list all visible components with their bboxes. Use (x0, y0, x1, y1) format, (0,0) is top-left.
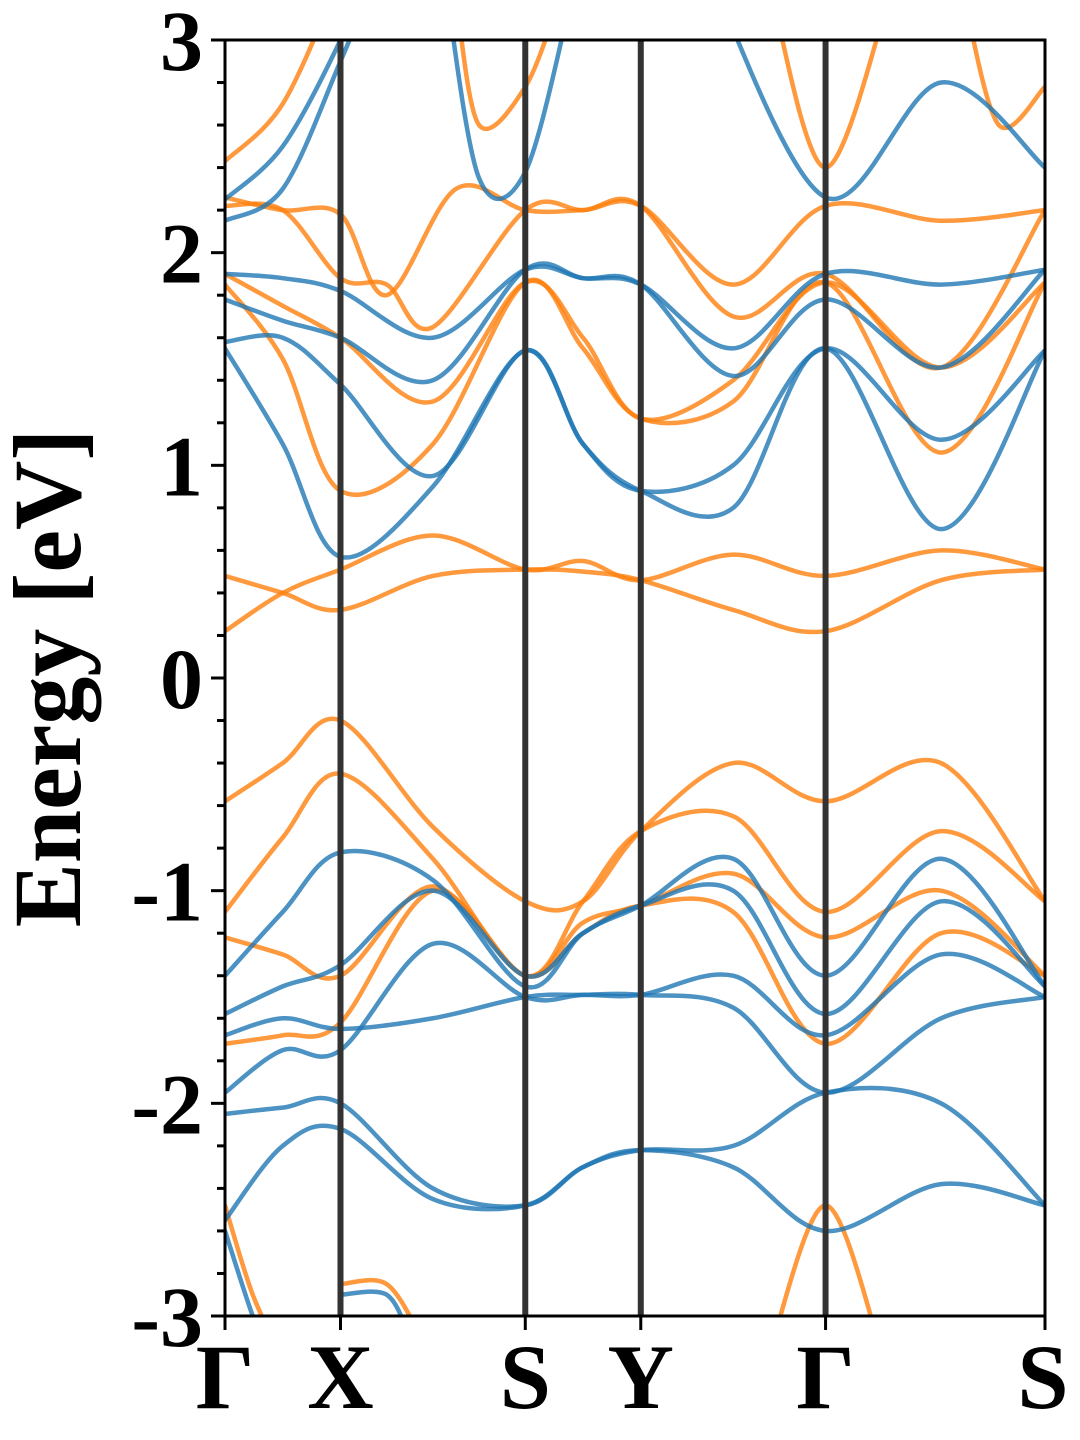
y-tick-label: 0 (160, 631, 203, 727)
spin-down-band-6 (225, 183, 1045, 298)
spin-down-band-11 (225, 716, 1045, 913)
y-tick-label: 2 (160, 206, 203, 302)
spin-down-band-8 (459, 40, 548, 132)
spin-down-band-3 (225, 277, 1045, 498)
spin-up-band-5 (225, 40, 352, 224)
y-axis-label: Energy [eV] (0, 429, 101, 928)
spin-up-band-14 (225, 1123, 1045, 1234)
plot-frame (223, 38, 1047, 1318)
x-tick-label: Y (608, 1326, 674, 1428)
y-axis: -3 -2 -1 0 1 2 3 (131, 0, 225, 1365)
y-tick-label: -3 (131, 1269, 203, 1365)
series-spin-down (225, 40, 1045, 1316)
band-lines (225, 40, 1045, 1316)
x-tick-label: S (500, 1326, 551, 1428)
y-tick-label: -1 (131, 844, 203, 940)
spin-down-band-9 (780, 40, 879, 170)
k-point-lines (337, 40, 829, 1316)
spin-up-band-7 (451, 40, 564, 201)
y-tick-label: 1 (160, 418, 203, 514)
x-tick-label: X (307, 1326, 373, 1428)
spin-down-band-2 (225, 567, 1045, 635)
spin-up-band-8 (735, 40, 1045, 202)
y-tick-label: -2 (131, 1056, 203, 1152)
spin-up-band-12 (225, 940, 1045, 1095)
x-tick-label: S (1017, 1326, 1068, 1428)
spin-up-band-2 (225, 333, 1045, 495)
spin-down-band-10 (971, 40, 1045, 131)
spin-down-band-16 (338, 1277, 413, 1316)
spin-down-band-1 (225, 533, 1045, 634)
spin-up-band-16 (338, 1289, 404, 1316)
spin-up-band-9 (225, 848, 1045, 990)
spin-up-band-1 (225, 346, 1045, 560)
spin-down-band-7 (225, 40, 317, 164)
spin-down-band-12 (225, 771, 1045, 979)
x-tick-label: Γ (196, 1326, 255, 1428)
spin-up-band-6 (225, 40, 343, 202)
x-tick-label: Γ (796, 1326, 855, 1428)
spin-down-band-15 (225, 1203, 265, 1316)
y-tick-label: 3 (160, 0, 203, 89)
